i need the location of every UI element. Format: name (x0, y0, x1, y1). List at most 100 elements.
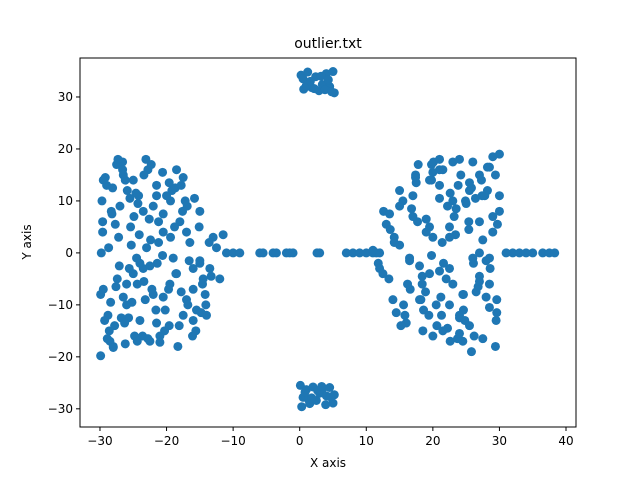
data-point (288, 248, 298, 258)
data-point (439, 258, 449, 268)
data-point (221, 248, 231, 258)
data-point (448, 196, 458, 206)
data-point (96, 289, 106, 299)
data-point (158, 167, 168, 177)
data-point (488, 227, 498, 237)
data-point (482, 162, 492, 172)
data-point (170, 222, 180, 232)
data-point (464, 321, 474, 331)
data-point (477, 191, 487, 201)
data-point (174, 321, 184, 331)
data-point (132, 253, 142, 263)
data-point (176, 180, 186, 190)
data-point (418, 326, 428, 336)
data-point (124, 263, 134, 273)
data-point (166, 232, 176, 242)
data-point (142, 243, 152, 253)
data-point (111, 282, 121, 292)
data-point (158, 250, 168, 260)
data-point (323, 75, 333, 85)
data-point (368, 245, 378, 255)
data-point (158, 292, 168, 302)
data-point (435, 154, 445, 164)
data-point (400, 310, 410, 320)
data-point (453, 180, 463, 190)
data-point (464, 225, 474, 235)
y-tick-label: 0 (65, 246, 73, 260)
x-axis-label: X axis (310, 456, 346, 470)
data-point (454, 328, 464, 338)
data-point (484, 279, 494, 289)
x-tick-label: −10 (220, 434, 245, 448)
data-point (321, 400, 331, 410)
x-axis-ticks: −30 −20 −10 0 10 20 30 40 (87, 427, 574, 448)
data-point (508, 248, 518, 258)
data-point (188, 263, 198, 273)
data-point (407, 204, 417, 214)
data-point (182, 227, 192, 237)
data-point (144, 214, 154, 224)
data-point (395, 186, 405, 196)
data-point (120, 318, 130, 328)
data-point (184, 256, 194, 266)
data-point (113, 154, 123, 164)
data-point (445, 188, 455, 198)
data-point (437, 238, 447, 247)
data-point (501, 248, 511, 258)
data-point (395, 201, 405, 211)
data-point (448, 279, 458, 289)
data-point (125, 193, 135, 203)
data-point (178, 173, 188, 183)
data-point (466, 347, 476, 357)
data-point (198, 279, 207, 289)
data-point (316, 71, 326, 81)
data-point (474, 248, 484, 258)
data-point (428, 331, 438, 341)
data-point (417, 279, 427, 289)
data-point (413, 160, 423, 170)
data-point (122, 279, 132, 289)
data-point (454, 154, 464, 164)
data-point (464, 217, 474, 227)
data-point (456, 170, 466, 180)
data-point (158, 227, 168, 237)
data-point (97, 196, 107, 206)
data-point (425, 269, 435, 279)
data-point (399, 300, 409, 310)
data-point (514, 248, 524, 258)
plot-frame (79, 57, 577, 428)
data-point (118, 165, 128, 175)
data-point (438, 326, 448, 336)
data-point (297, 402, 307, 412)
data-point (190, 193, 200, 203)
data-point (474, 217, 484, 227)
data-point (112, 274, 122, 284)
x-tick-label: −20 (154, 434, 179, 448)
data-point (435, 266, 445, 276)
data-point (143, 334, 153, 344)
data-point (307, 393, 317, 403)
data-point (106, 297, 116, 307)
data-point (185, 238, 195, 247)
data-point (98, 175, 108, 185)
data-point (171, 269, 181, 279)
data-point (122, 186, 132, 196)
data-point (384, 274, 394, 284)
y-tick-label: −20 (48, 350, 73, 364)
data-point (129, 212, 139, 222)
data-point (305, 76, 315, 86)
data-point (152, 258, 162, 268)
data-point (389, 238, 399, 247)
data-point (298, 74, 308, 84)
data-point (492, 219, 502, 229)
data-point (258, 248, 268, 258)
data-point (385, 209, 395, 219)
data-point (476, 175, 486, 185)
data-point (424, 310, 434, 320)
data-point (211, 243, 221, 253)
data-point (183, 300, 193, 310)
data-point (428, 232, 438, 242)
data-point (492, 308, 502, 318)
data-point (178, 206, 188, 216)
data-point (484, 302, 494, 312)
